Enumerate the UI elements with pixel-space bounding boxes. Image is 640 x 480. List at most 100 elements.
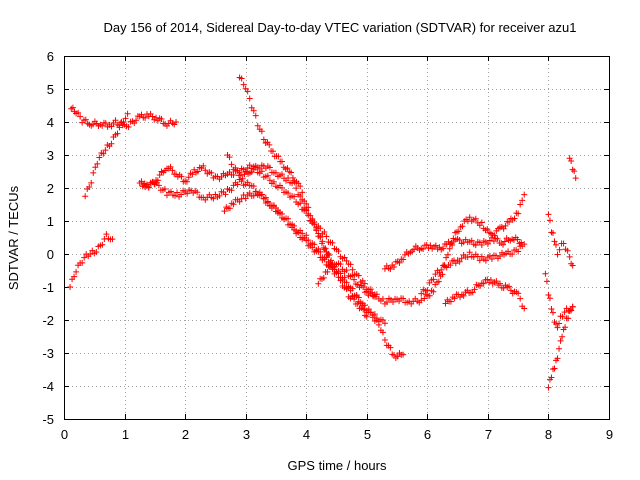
data-point [138, 178, 145, 185]
data-point [234, 167, 241, 174]
data-point [82, 193, 89, 200]
data-point [222, 191, 229, 198]
data-point [279, 171, 285, 178]
data-point [305, 237, 312, 244]
data-point [440, 245, 447, 252]
data-point [158, 116, 165, 123]
data-point [221, 208, 228, 215]
data-point [250, 107, 257, 114]
data-point [246, 162, 253, 169]
data-point [400, 351, 407, 358]
data-point [82, 116, 89, 123]
data-point [559, 333, 566, 340]
data-point [497, 280, 503, 287]
data-point [256, 165, 263, 172]
data-point [515, 290, 522, 297]
data-point [109, 236, 116, 243]
x-tick-label: 4 [303, 427, 310, 442]
data-point [458, 255, 465, 262]
data-point [343, 257, 350, 264]
data-point [92, 164, 99, 171]
data-point [369, 314, 376, 321]
series-track-13 [442, 276, 528, 312]
data-point [545, 292, 552, 299]
data-point [250, 192, 257, 199]
data-point [351, 276, 358, 283]
data-point [444, 251, 451, 258]
data-point [411, 246, 418, 253]
axes: 0 1 2 3 4 5 6 7 8 9 -5 -4 -3 -2 -1 0 1 2 3 4 5 6 [42, 49, 613, 442]
data-point [369, 289, 376, 296]
data-point [491, 232, 498, 239]
data-point [363, 313, 370, 320]
y-tick-label: -2 [42, 313, 54, 328]
data-point [349, 272, 356, 279]
data-point [432, 242, 439, 249]
data-point [478, 241, 485, 248]
data-point [430, 276, 437, 283]
y-axis-label: SDTVAR / TECUs [6, 185, 21, 290]
data-point [517, 201, 524, 208]
data-point [297, 193, 304, 200]
data-point [303, 200, 310, 207]
data-points [67, 74, 579, 391]
data-point [93, 249, 100, 256]
data-point [432, 271, 439, 278]
x-tick-label: 2 [182, 427, 189, 442]
data-point [571, 168, 578, 175]
data-point [569, 303, 576, 310]
series-track-1 [68, 104, 180, 130]
data-point [439, 271, 446, 278]
data-point [341, 254, 348, 261]
chart-title: Day 156 of 2014, Sidereal Day-to-day VTE… [103, 20, 576, 35]
data-point [174, 189, 181, 196]
data-point [546, 217, 553, 224]
data-point [103, 231, 110, 238]
data-point [487, 276, 494, 283]
data-point [210, 195, 217, 202]
data-point [556, 345, 563, 352]
series-track-17 [566, 155, 579, 182]
data-point [476, 257, 483, 264]
data-point [125, 123, 132, 130]
data-point [169, 167, 176, 174]
data-point [305, 210, 312, 217]
data-point [189, 171, 196, 178]
data-point [317, 248, 324, 255]
data-point [569, 262, 576, 269]
y-tick-label: 3 [47, 148, 54, 163]
data-point [521, 191, 528, 198]
data-point [379, 329, 386, 336]
data-point [387, 344, 394, 351]
data-point [511, 215, 518, 222]
data-point [194, 168, 201, 175]
data-point [390, 298, 397, 305]
data-point [548, 374, 555, 381]
data-point [269, 148, 276, 155]
data-point [88, 179, 95, 186]
data-point [517, 295, 524, 302]
data-point [228, 161, 235, 168]
data-point [400, 256, 407, 263]
data-point [67, 284, 74, 290]
data-point [228, 187, 235, 194]
data-point [518, 239, 525, 246]
data-point [450, 235, 457, 242]
data-point [173, 119, 180, 125]
data-point [167, 188, 174, 195]
data-point [484, 226, 491, 233]
data-point [564, 247, 571, 254]
data-point [472, 215, 479, 222]
data-point [460, 292, 467, 299]
data-point [285, 190, 292, 197]
data-point [546, 295, 553, 302]
data-point [361, 280, 368, 287]
data-point [244, 179, 251, 186]
data-point [329, 264, 336, 271]
data-point [322, 245, 329, 252]
data-point [254, 122, 261, 129]
data-point [264, 172, 271, 179]
data-point [299, 189, 306, 196]
data-point [329, 239, 336, 246]
data-point [218, 173, 225, 180]
